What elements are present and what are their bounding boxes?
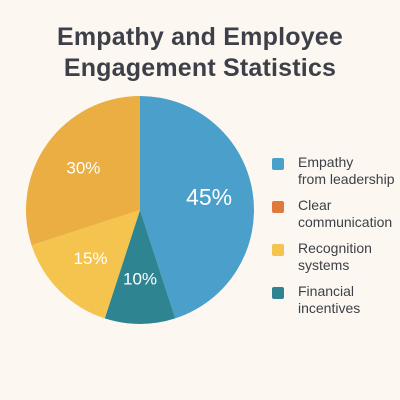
pie-slice-label-3: 15% — [73, 249, 107, 268]
pie-slice-label-4: 30% — [66, 158, 100, 177]
pie-slice-labels: 45% 10% 15% 30% — [66, 158, 232, 288]
legend-swatch-communication — [272, 201, 284, 213]
legend-item-empathy: Empathy from leadership — [268, 154, 398, 188]
legend-label-communication-line-1: Clear — [298, 197, 332, 213]
legend-label-empathy-line-1: Empathy — [298, 154, 354, 170]
legend-swatch-recognition — [272, 244, 284, 256]
legend-label-communication-line-2: communication — [298, 214, 393, 230]
chart-title-line-1: Empathy and Employee — [56, 23, 344, 51]
legend-item-communication: Clear communication — [268, 197, 398, 231]
legend-item-financial: Financial incentives — [268, 283, 398, 317]
legend-label-financial-line-2: incentives — [298, 300, 361, 316]
pie-slices — [25, 96, 255, 325]
legend-label-recognition-line-2: systems — [298, 257, 350, 273]
chart-title: Empathy and Employee Engagement Statisti… — [0, 22, 400, 84]
pie-slice-4 — [25, 96, 141, 246]
pie-slice-3 — [31, 210, 140, 319]
legend-item-recognition: Recognition systems — [268, 240, 398, 274]
legend-label-empathy-line-2: from leadership — [298, 171, 395, 187]
legend-label-financial-line-1: Financial — [298, 283, 355, 299]
pie-slice-label-1: 45% — [186, 184, 232, 210]
legend: Empathy from leadership Clear communicat… — [268, 154, 398, 326]
legend-label-recognition-line-1: Recognition — [298, 240, 372, 256]
pie-slice-2 — [104, 210, 176, 325]
chart-title-line-2: Engagement Statistics — [63, 54, 337, 82]
legend-swatch-empathy — [272, 158, 284, 170]
legend-swatch-financial — [272, 287, 284, 299]
pie-slice-1 — [140, 96, 255, 319]
pie-slice-label-2: 10% — [123, 269, 157, 288]
